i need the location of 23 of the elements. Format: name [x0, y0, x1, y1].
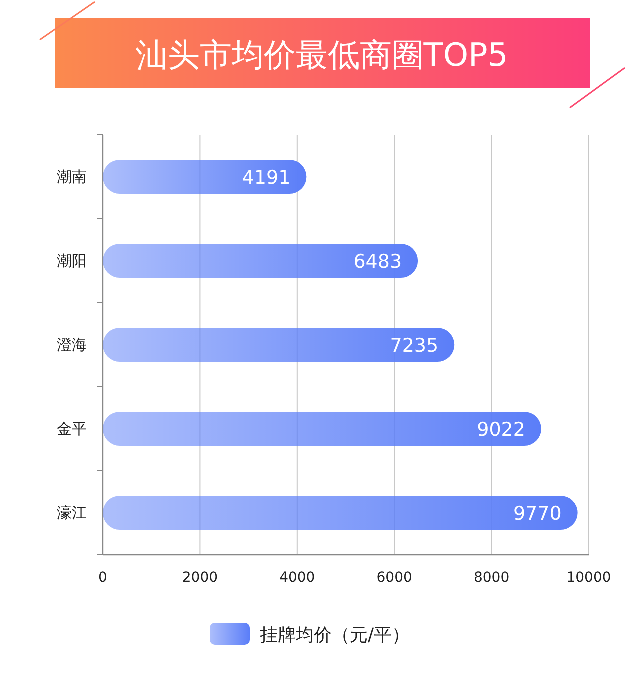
data-label: 4191 [242, 167, 291, 189]
bar [103, 244, 418, 278]
bar [103, 160, 307, 194]
data-label: 9022 [477, 419, 526, 441]
y-tick-label: 澄海 [57, 336, 87, 354]
x-tick-label: 4000 [280, 570, 316, 586]
y-tick-label: 濠江 [57, 504, 87, 522]
x-tick-label: 6000 [376, 570, 412, 586]
data-label: 6483 [354, 251, 402, 273]
x-tick-label: 0 [98, 570, 108, 586]
data-label: 7235 [390, 335, 439, 357]
legend-label: 挂牌均价（元/平） [260, 625, 410, 646]
x-tick-label: 10000 [566, 570, 612, 586]
x-tick-label: 2000 [182, 570, 218, 586]
data-label: 9770 [513, 503, 562, 525]
x-tick-label: 8000 [474, 570, 510, 586]
bar [103, 328, 455, 362]
y-tick-label: 金平 [57, 420, 87, 438]
bar [103, 496, 578, 530]
bar [103, 412, 542, 446]
y-tick-label: 潮阳 [57, 252, 87, 270]
y-tick-label: 潮南 [57, 168, 87, 186]
chart-title: 汕头市均价最低商圈TOP5 [136, 36, 508, 74]
